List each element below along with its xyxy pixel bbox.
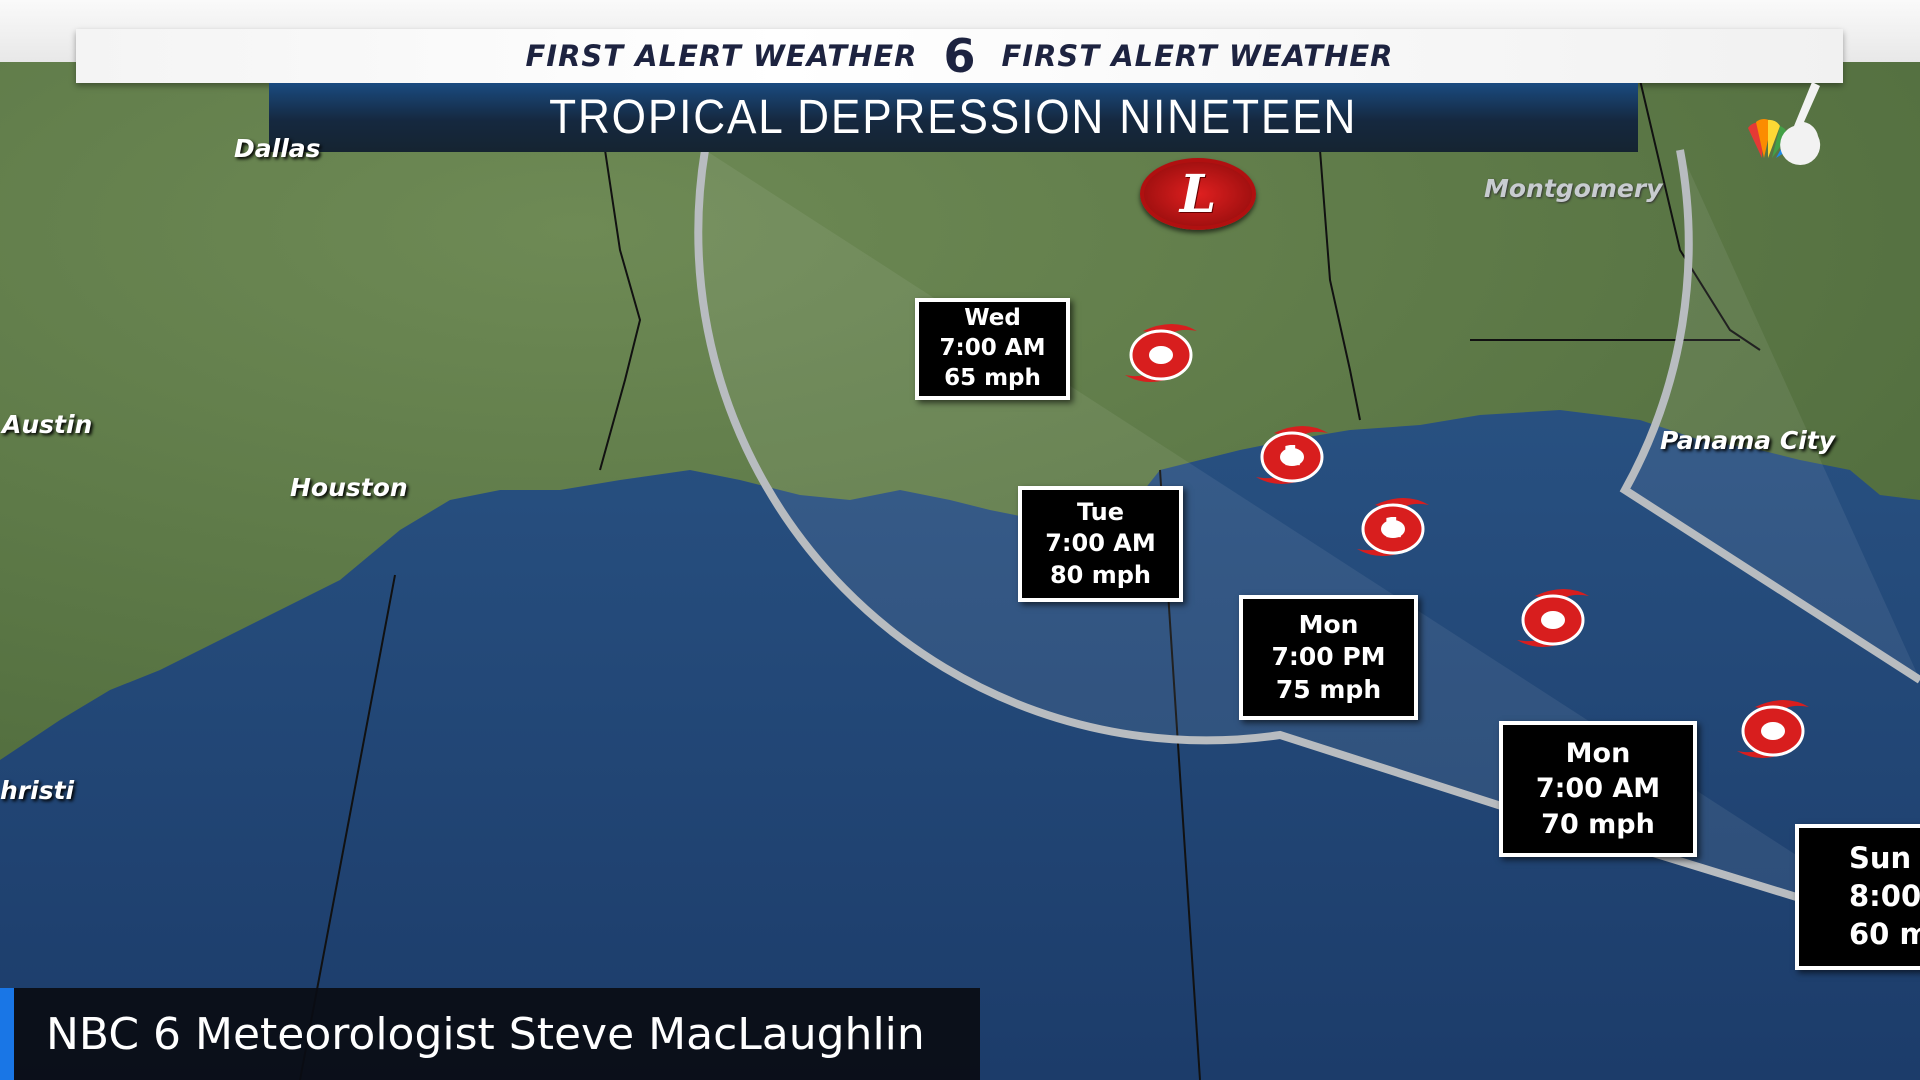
storm-category [1113, 317, 1209, 389]
lower-third-caption: NBC 6 Meteorologist Steve MacLaughlin [0, 988, 980, 1080]
nbc6-logo-icon: 6 [943, 29, 976, 83]
forecast-label-mon-7pm: Mon 7:00 PM 75 mph [1239, 595, 1418, 720]
city-label-montgomery: Montgomery [1484, 174, 1663, 203]
city-label-austin: Austin [2, 410, 93, 439]
caption-accent-bar [0, 988, 14, 1080]
low-pressure-icon: L [1140, 158, 1256, 230]
nbc6-corner-logo-icon [1748, 82, 1821, 166]
city-label-dallas: Dallas [234, 134, 321, 163]
caption-text: NBC 6 Meteorologist Steve MacLaughlin [46, 1008, 925, 1060]
tropical-storm-icon [1113, 317, 1209, 389]
forecast-label-tue-7am: Tue 7:00 AM 80 mph [1018, 486, 1183, 602]
page-title: TROPICAL DEPRESSION NINETEEN [549, 91, 1358, 144]
city-label-corpus-christi: hristi [0, 776, 75, 805]
city-label-panama-city: Panama City [1660, 426, 1836, 455]
hurricane-icon: 1 [1345, 491, 1441, 563]
title-band: TROPICAL DEPRESSION NINETEEN [269, 83, 1638, 152]
tropical-storm-icon [1725, 693, 1821, 765]
storm-category [1505, 582, 1601, 654]
brand-left: FIRST ALERT WEATHER [525, 39, 918, 73]
state-border [299, 79, 1761, 1080]
storm-category [1725, 693, 1821, 765]
storm-category: 1 [1383, 510, 1403, 544]
hurricane-icon: 1 [1244, 419, 1340, 491]
forecast-label-mon-7am: Mon 7:00 AM 70 mph [1499, 721, 1697, 857]
city-label-houston: Houston [290, 473, 408, 502]
forecast-label-sun-8am: Sun 8:00 60 m [1795, 824, 1920, 970]
first-alert-header: FIRST ALERT WEATHER 6 FIRST ALERT WEATHE… [76, 29, 1843, 83]
brand-right: FIRST ALERT WEATHER [1001, 39, 1394, 73]
tropical-storm-icon [1505, 582, 1601, 654]
storm-category: 1 [1282, 438, 1302, 472]
forecast-label-wed-7am: Wed 7:00 AM 65 mph [915, 298, 1070, 400]
